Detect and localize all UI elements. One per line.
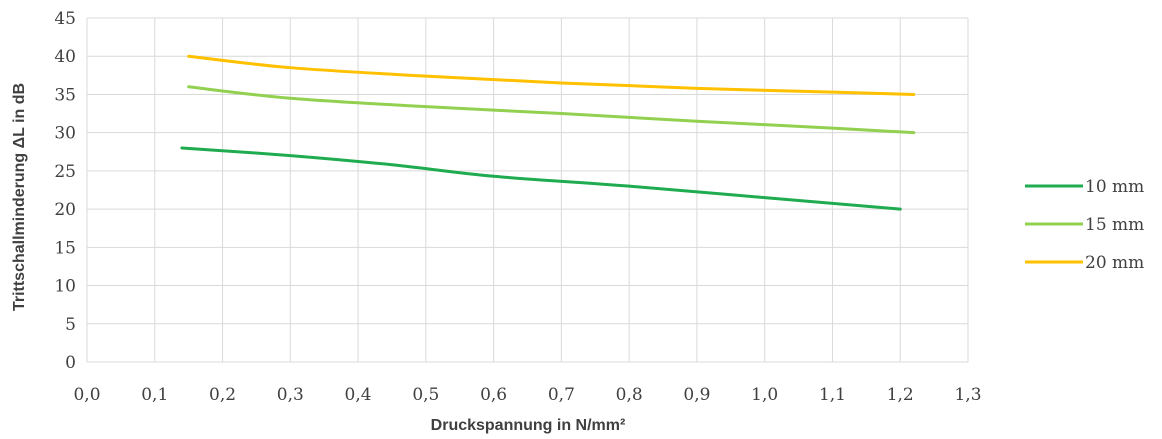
y-tick-label: 45 xyxy=(54,9,76,29)
x-tick-label: 1,0 xyxy=(751,385,778,405)
y-axis-title: Trittschallminderung ΔL in dB xyxy=(11,83,28,311)
y-tick-label: 30 xyxy=(54,124,76,144)
legend: 10 mm 15 mm 20 mm xyxy=(1025,177,1144,273)
axis-ticks: 0,0 0,1 0,2 0,3 0,4 0,5 0,6 0,7 0,8 0,9 1,0 1,1 1,2 1… xyxy=(54,9,981,405)
series-lines xyxy=(180,54,916,211)
y-tick-label: 10 xyxy=(54,277,76,297)
x-tick-label: 1,2 xyxy=(887,385,914,405)
series-line-10-mm xyxy=(180,146,902,211)
x-tick-label: 0,4 xyxy=(345,385,372,405)
y-tick-label: 20 xyxy=(54,200,76,220)
legend-label: 10 mm xyxy=(1085,177,1144,197)
y-tick-label: 0 xyxy=(65,353,76,373)
legend-label: 20 mm xyxy=(1085,253,1144,273)
x-tick-label: 0,7 xyxy=(548,385,575,405)
series-line-15-mm xyxy=(187,85,916,135)
y-tick-label: 40 xyxy=(54,47,76,67)
y-tick-label: 25 xyxy=(54,162,76,182)
x-axis-title: Druckspannung in N/mm² xyxy=(431,417,626,434)
y-tick-label: 35 xyxy=(54,85,76,105)
x-tick-label: 0,5 xyxy=(412,385,439,405)
x-tick-label: 0,8 xyxy=(616,385,643,405)
x-tick-label: 0,6 xyxy=(480,385,507,405)
x-tick-label: 0,2 xyxy=(209,385,236,405)
x-tick-label: 0,3 xyxy=(277,385,304,405)
series-line-20-mm xyxy=(187,54,916,96)
legend-label: 15 mm xyxy=(1085,215,1144,235)
x-tick-label: 0,9 xyxy=(683,385,710,405)
grid xyxy=(86,17,969,363)
x-tick-label: 1,1 xyxy=(819,385,846,405)
x-tick-label: 1,3 xyxy=(954,385,981,405)
y-tick-label: 5 xyxy=(65,315,76,335)
x-tick-label: 0,0 xyxy=(73,385,100,405)
y-tick-label: 15 xyxy=(54,238,76,258)
x-tick-label: 0,1 xyxy=(141,385,168,405)
